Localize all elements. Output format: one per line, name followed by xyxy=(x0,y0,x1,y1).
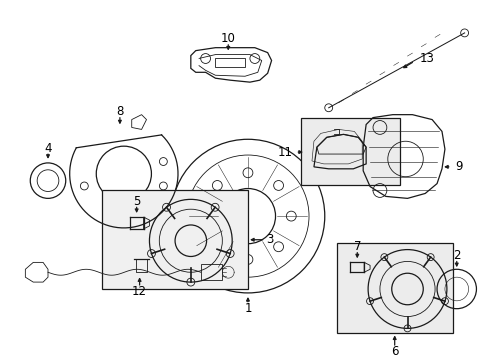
Text: 6: 6 xyxy=(390,345,398,357)
Text: 4: 4 xyxy=(44,141,52,155)
Text: 2: 2 xyxy=(452,249,460,262)
Bar xyxy=(102,190,247,289)
Text: 10: 10 xyxy=(221,32,235,45)
Bar xyxy=(200,264,222,280)
Text: 1: 1 xyxy=(244,302,251,315)
Text: 13: 13 xyxy=(419,52,433,65)
Bar xyxy=(215,58,244,67)
Text: 11: 11 xyxy=(277,145,292,159)
Text: 12: 12 xyxy=(132,285,147,298)
Bar xyxy=(301,118,399,185)
Bar xyxy=(336,243,452,333)
Text: 3: 3 xyxy=(265,233,273,246)
Text: 8: 8 xyxy=(116,105,123,118)
Text: 5: 5 xyxy=(133,195,140,208)
Text: 7: 7 xyxy=(353,240,360,253)
Text: 9: 9 xyxy=(454,160,461,174)
